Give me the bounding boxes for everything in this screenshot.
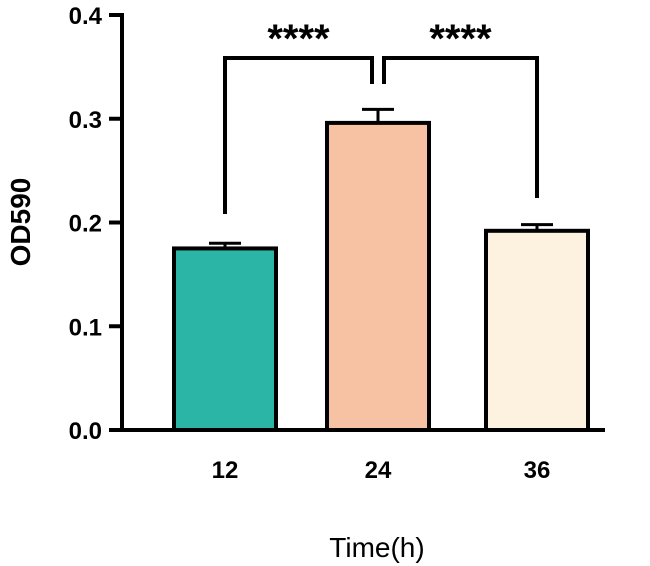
y-tick-label: 0.3 <box>69 107 102 134</box>
bar-24 <box>325 120 431 433</box>
x-tick-label: 36 <box>524 457 551 484</box>
y-axis-title: OD590 <box>5 178 36 267</box>
x-axis-title: Time(h) <box>329 532 424 563</box>
significance-bracket <box>382 56 539 198</box>
bar-36 <box>484 228 590 432</box>
bar-12 <box>172 246 278 432</box>
y-tick-label: 0.1 <box>69 314 102 341</box>
y-tick-label: 0.0 <box>69 418 102 445</box>
significance-bracket <box>223 56 374 214</box>
x-axis-tick-labels: 12 24 36 <box>212 457 551 484</box>
significance-label: **** <box>429 17 492 61</box>
y-axis-ticks: 0.0 0.1 0.2 0.3 0.4 <box>69 3 122 445</box>
x-tick-label: 24 <box>365 457 392 484</box>
y-tick-label: 0.2 <box>69 211 102 238</box>
y-tick-label: 0.4 <box>69 3 103 30</box>
bars <box>172 120 590 433</box>
significance-label: **** <box>267 17 330 61</box>
error-bars <box>209 107 553 249</box>
significance-brackets: **** **** <box>223 17 539 214</box>
x-tick-label: 12 <box>212 457 239 484</box>
